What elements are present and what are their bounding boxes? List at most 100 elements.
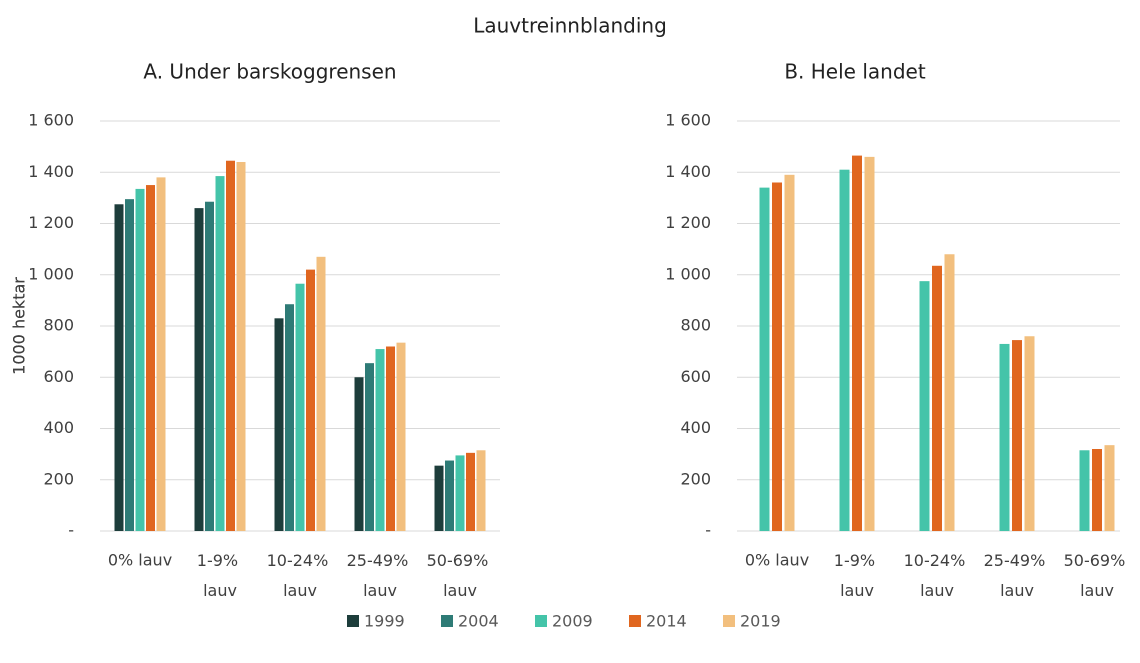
bar xyxy=(434,465,444,531)
x-tick-label: 1-9% lauv xyxy=(197,551,243,600)
y-tick-label: 1 000 xyxy=(665,264,711,283)
y-tick-label: 1 200 xyxy=(665,213,711,232)
y-tick-label: 1 200 xyxy=(28,213,74,232)
bar xyxy=(215,176,225,531)
bar xyxy=(386,346,395,531)
x-tick-label: 0% lauv xyxy=(108,551,172,570)
chart-title: B. Hele landet xyxy=(784,60,925,84)
y-tick-label: 200 xyxy=(680,469,711,488)
bar xyxy=(1024,336,1035,531)
x-tick-label-line: 50-69% xyxy=(1064,551,1131,570)
x-tick-label: 0% lauv xyxy=(745,551,809,570)
y-tick-label: - xyxy=(705,521,711,540)
x-tick-label-line: 1-9% xyxy=(197,551,243,570)
bar xyxy=(784,174,795,531)
y-tick-label: 1 600 xyxy=(28,111,74,130)
x-tick-label-line: lauv xyxy=(203,581,237,600)
x-tick-label-line: 10-24% xyxy=(267,551,334,570)
bar xyxy=(236,162,246,531)
bar xyxy=(466,452,475,531)
x-tick-label-line: lauv xyxy=(283,581,317,600)
chart-title: A. Under barskoggrensen xyxy=(143,60,396,84)
bar xyxy=(354,377,364,531)
x-tick-label-line: lauv xyxy=(1080,581,1114,600)
bar xyxy=(396,342,406,531)
x-tick-label-line: lauv xyxy=(363,581,397,600)
bar xyxy=(156,177,166,531)
x-tick-label: 10-24% lauv xyxy=(904,551,971,600)
legend-label: 2014 xyxy=(646,612,687,631)
bar xyxy=(226,160,235,531)
y-axis-label: 1000 hektar xyxy=(10,277,29,375)
x-tick-label: 50-69% lauv xyxy=(427,551,494,600)
bar xyxy=(944,254,955,531)
y-tick-label: 600 xyxy=(43,367,74,386)
bar xyxy=(274,318,284,531)
bar xyxy=(285,304,294,531)
x-tick-label-line: 25-49% xyxy=(984,551,1051,570)
y-tick-label: 1 400 xyxy=(665,162,711,181)
bar xyxy=(852,155,862,531)
bar xyxy=(919,281,930,531)
legend-label: 2004 xyxy=(458,612,499,631)
bar xyxy=(1104,445,1115,531)
bar xyxy=(295,283,305,531)
y-tick-label: 1 000 xyxy=(28,264,74,283)
legend-swatch xyxy=(723,615,735,627)
bar xyxy=(999,343,1010,531)
bar xyxy=(455,455,465,531)
y-tick-label: 1 400 xyxy=(28,162,74,181)
bar xyxy=(864,156,875,531)
x-tick-label-line: lauv xyxy=(840,581,874,600)
x-tick-label: 1-9% lauv xyxy=(834,551,880,600)
y-tick-label: 200 xyxy=(43,469,74,488)
y-tick-label: 800 xyxy=(680,316,711,335)
bar xyxy=(445,460,454,531)
x-tick-label-line: lauv xyxy=(1000,581,1034,600)
legend-swatch xyxy=(347,615,359,627)
x-tick-label: 25-49% lauv xyxy=(984,551,1051,600)
bar xyxy=(476,450,486,531)
bar xyxy=(1092,449,1102,531)
legend-swatch xyxy=(629,615,641,627)
x-tick-label-line: 50-69% xyxy=(427,551,494,570)
x-tick-label: 25-49% lauv xyxy=(347,551,414,600)
y-axis-label: 1000 hektar xyxy=(10,277,29,375)
bar xyxy=(306,269,315,531)
x-tick-label: 50-69% lauv xyxy=(1064,551,1131,600)
bar xyxy=(135,188,145,531)
bar xyxy=(114,204,124,531)
x-tick-label-line: lauv xyxy=(920,581,954,600)
x-tick-label-line: 25-49% xyxy=(347,551,414,570)
bar xyxy=(194,208,204,531)
y-tick-label: 600 xyxy=(680,367,711,386)
bar xyxy=(375,349,385,531)
legend-label: 2009 xyxy=(552,612,593,631)
x-tick-label-line: 10-24% xyxy=(904,551,971,570)
legend-label: 2019 xyxy=(740,612,781,631)
y-tick-label: 800 xyxy=(43,316,74,335)
x-tick-label: 10-24% lauv xyxy=(267,551,334,600)
bar xyxy=(125,199,134,531)
bar xyxy=(205,201,214,531)
bar xyxy=(772,182,782,531)
y-tick-label: 400 xyxy=(680,418,711,437)
bar xyxy=(932,265,942,531)
bar xyxy=(839,169,850,531)
y-tick-label: 1 600 xyxy=(665,111,711,130)
bar xyxy=(1079,450,1090,531)
bar xyxy=(759,187,770,531)
figure-title: Lauvtreinnblanding xyxy=(473,14,667,38)
bar xyxy=(365,363,374,531)
y-tick-label: - xyxy=(68,521,74,540)
y-tick-label: 400 xyxy=(43,418,74,437)
legend-label: 1999 xyxy=(364,612,405,631)
x-tick-label-line: 1-9% xyxy=(834,551,880,570)
legend-swatch xyxy=(441,615,453,627)
legend-swatch xyxy=(535,615,547,627)
bar xyxy=(1012,340,1022,531)
x-tick-label-line: lauv xyxy=(443,581,477,600)
bar xyxy=(146,185,155,531)
bar xyxy=(316,256,326,531)
